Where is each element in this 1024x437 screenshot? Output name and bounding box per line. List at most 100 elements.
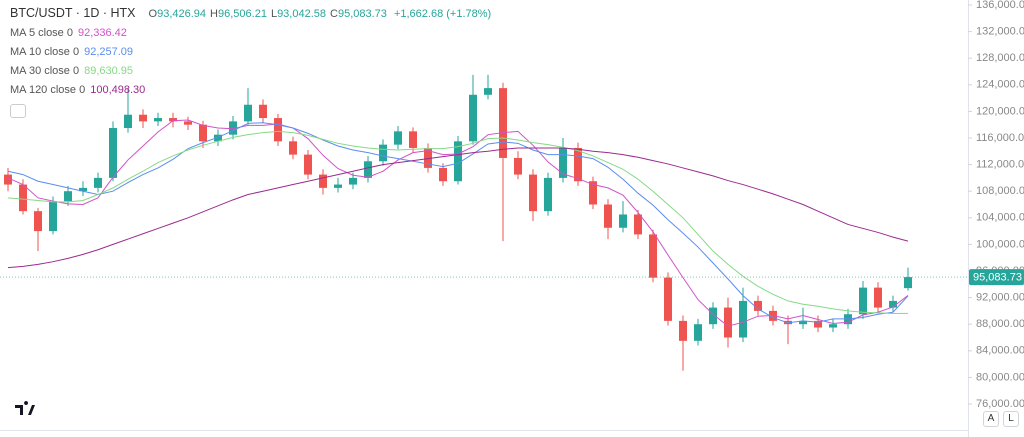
candle-body <box>649 234 657 278</box>
price-label-box <box>969 269 1024 286</box>
ma-line <box>7 147 909 269</box>
ohlc-value: 96,506.21 <box>218 8 267 20</box>
ma-legend-row: MA 30 close 0 89,630.95 <box>10 62 495 81</box>
candle-body <box>289 141 297 155</box>
y-tick-label: 132,000.00 <box>976 26 1024 38</box>
candle-body <box>349 177 357 185</box>
ma-legend-row: MA 120 close 0 100,498.30 <box>10 81 495 100</box>
candle-body <box>904 277 912 289</box>
candle-body <box>49 201 57 232</box>
ma-legend-row: MA 10 close 0 92,257.09 <box>10 43 495 62</box>
candle-body <box>214 134 222 142</box>
ma-name: MA 120 close 0 <box>10 84 86 96</box>
candle-body <box>694 324 702 341</box>
candle-body <box>199 124 207 142</box>
candle-body <box>604 204 612 228</box>
candle-body <box>754 300 762 311</box>
scale-button[interactable]: A <box>983 411 999 427</box>
y-tick-label: 116,000.00 <box>976 132 1024 144</box>
ohlc-value: 93,042.58 <box>277 8 326 20</box>
candle-body <box>889 300 897 308</box>
candle-body <box>319 174 327 188</box>
y-tick-label: 108,000.00 <box>976 185 1024 197</box>
y-tick-label: 112,000.00 <box>976 159 1024 171</box>
y-tick-label: 136,000.00 <box>976 0 1024 11</box>
candle-body <box>94 177 102 188</box>
ma-name: MA 10 close 0 <box>10 46 80 58</box>
candle-body <box>64 191 72 202</box>
ma-value: 92,257.09 <box>84 46 134 58</box>
ohlc-value: 95,083.73 <box>337 8 387 20</box>
candle-body <box>184 121 192 125</box>
candle-body <box>229 121 237 135</box>
ma-value: 92,336.42 <box>77 27 127 39</box>
ohlc-prefix: H <box>210 8 218 20</box>
ma-legend: MA 5 close 0 92,336.42 MA 10 close 0 92,257… <box>10 24 495 100</box>
change: +1,662.68 (+1.78%) <box>393 8 492 20</box>
candle-body <box>124 114 132 129</box>
y-tick-label: 80,000.00 <box>976 371 1024 383</box>
candle-body <box>859 287 867 315</box>
candle-body <box>334 184 342 188</box>
ma-line <box>7 130 909 315</box>
ma-name: MA 5 close 0 <box>10 27 73 39</box>
candle-body <box>514 157 522 175</box>
collapse-button[interactable] <box>10 104 26 118</box>
y-tick-label: 128,000.00 <box>976 52 1024 64</box>
candle-body <box>499 88 507 158</box>
candle-body <box>244 104 252 122</box>
candle-body <box>469 94 477 142</box>
candle-body <box>739 300 747 338</box>
candle-body <box>154 118 162 122</box>
candle-body <box>139 114 147 122</box>
candle-body <box>439 167 447 182</box>
candle-body <box>619 214 627 228</box>
y-tick-label: 104,000.00 <box>976 212 1024 224</box>
ma-value: 100,498.30 <box>90 84 146 96</box>
ma-value: 89,630.95 <box>84 65 134 77</box>
candle-body <box>364 161 372 178</box>
y-tick-label: 88,000.00 <box>976 318 1024 330</box>
candle-body <box>634 214 642 235</box>
candle-body <box>4 174 12 185</box>
ma-line <box>7 122 909 324</box>
candle-body <box>79 187 87 192</box>
y-tick-label: 100,000.00 <box>976 238 1024 250</box>
candle-body <box>109 128 117 178</box>
candle-body <box>484 88 492 95</box>
candle-body <box>304 154 312 175</box>
symbol: BTC/USDT · 1D · HTX <box>10 6 136 20</box>
candle-body <box>664 277 672 321</box>
ma-legend-row: MA 5 close 0 92,336.42 <box>10 24 495 43</box>
candle-body <box>874 287 882 308</box>
candle-body <box>424 147 432 168</box>
ohlc-prefix: L <box>270 8 278 20</box>
candle-body <box>559 147 567 178</box>
candle-body <box>814 320 822 328</box>
candle-body <box>379 144 387 162</box>
candle-body <box>19 184 27 212</box>
ma-name: MA 30 close 0 <box>10 65 80 77</box>
candle-body <box>724 307 732 338</box>
candle-body <box>259 104 267 119</box>
scale-button[interactable]: L <box>1003 411 1019 427</box>
candle-body <box>589 181 597 205</box>
ma-line <box>7 119 909 327</box>
header-row: BTC/USDT · 1D · HTX O93,426.94 H96,506.21… <box>10 4 495 24</box>
candle-body <box>274 118 282 142</box>
ohlc-prefix: O <box>148 8 158 20</box>
candle-body <box>529 174 537 212</box>
y-tick-label: 92,000.00 <box>976 292 1024 304</box>
candle-body <box>394 131 402 145</box>
y-tick-label: 76,000.00 <box>976 398 1024 410</box>
candle-body <box>34 211 42 232</box>
candle-body <box>574 147 582 182</box>
candle-body <box>454 141 462 182</box>
candle-body <box>799 320 807 325</box>
candle-body <box>409 131 417 148</box>
candle-body <box>169 118 177 122</box>
tv-logo <box>14 401 36 418</box>
